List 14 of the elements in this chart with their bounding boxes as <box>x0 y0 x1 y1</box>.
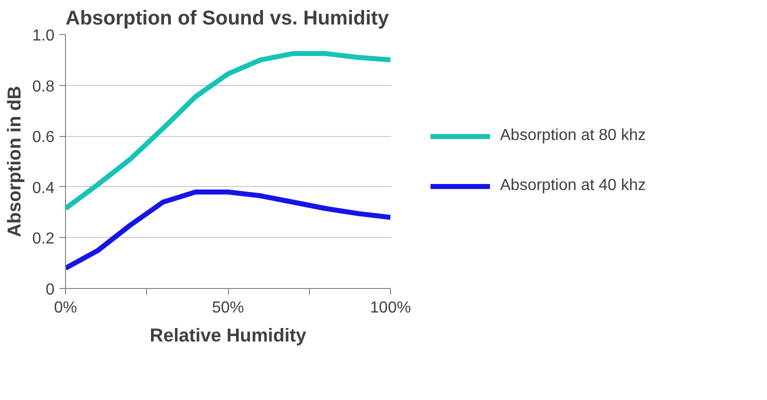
chart-title: Absorption of Sound vs. Humidity <box>66 8 390 30</box>
legend-label: Absorption at 80 khz <box>500 127 646 145</box>
y-tick-label: 0.8 <box>32 78 55 96</box>
x-tick-label: 50% <box>212 300 244 316</box>
x-tick-label: 0% <box>54 300 78 316</box>
x-axis-title: Relative Humidity <box>150 324 307 346</box>
y-tick-label: 0.6 <box>32 129 55 146</box>
y-tick-label: 0.4 <box>32 180 55 197</box>
legend-label: Absorption at 40 khz <box>500 177 646 195</box>
y-axis-title: Absorption in dB <box>3 86 24 238</box>
y-tick-label: 0 <box>46 282 55 298</box>
y-tick-label: 1.0 <box>32 28 55 44</box>
y-tick-label: 0.2 <box>32 230 55 248</box>
x-tick-label: 100% <box>370 300 411 316</box>
